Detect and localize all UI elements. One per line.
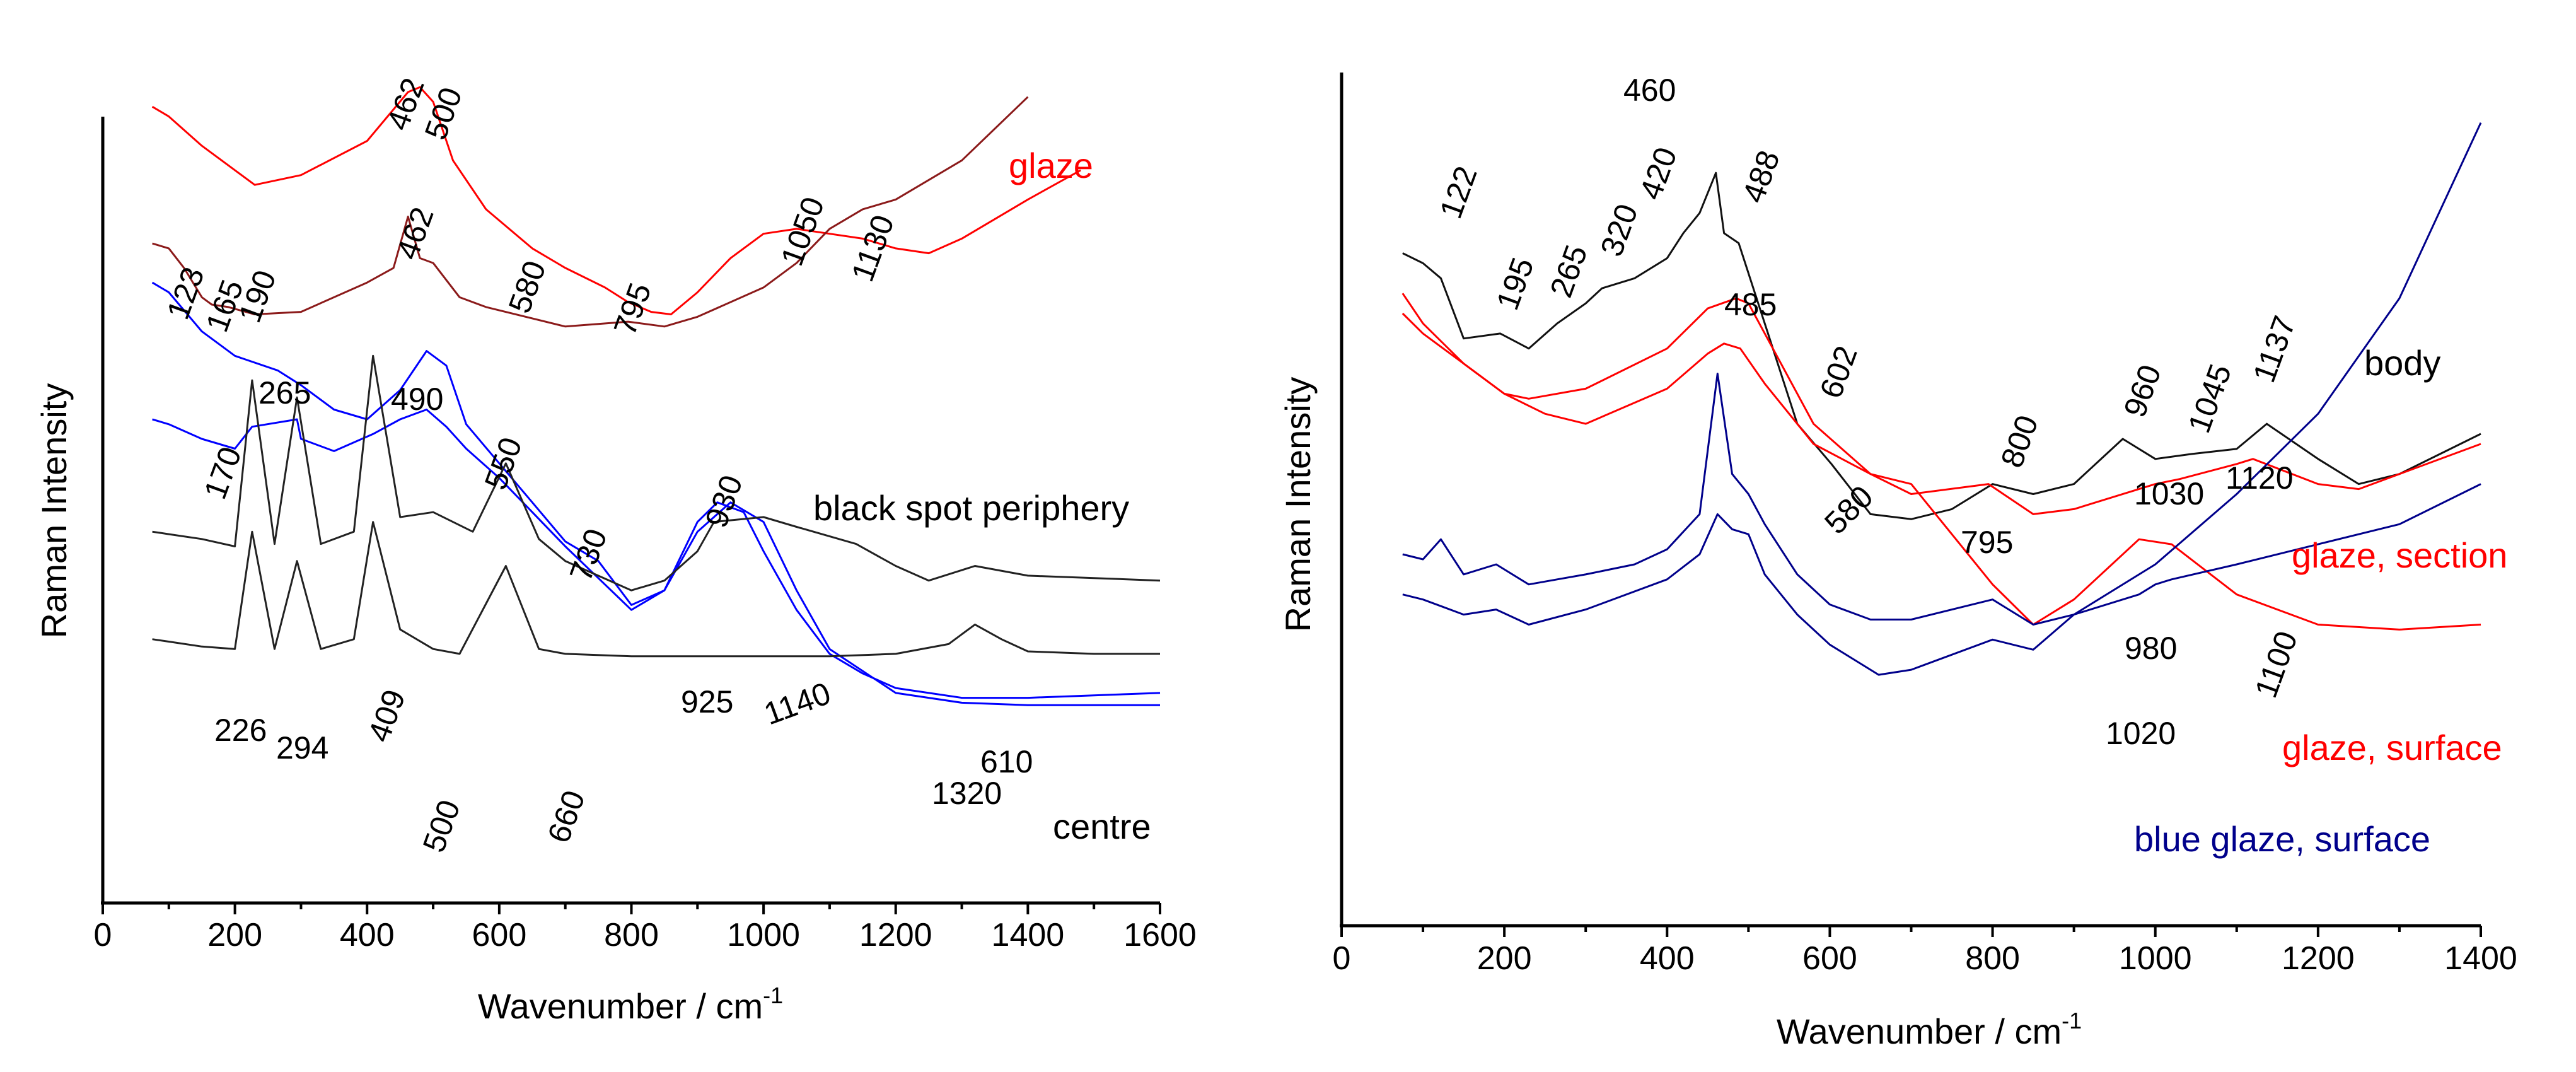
x-tick-label: 0 [1333,940,1351,977]
right-spectra-panel: 0 200 400 600 800 1000 1200 1400 Raman Intensit… [1278,73,2517,1051]
peak-label: 800 [1994,411,2045,472]
left-spectra-panel: 0 200 400 600 800 1000 1200 1400 1600 Raman Inte… [34,73,1197,1026]
series-label-centre: centre [1053,807,1151,846]
peak-label: 420 [1633,143,1684,204]
series-label-blue-glaze-surface: blue glaze, surface [2134,819,2430,859]
peak-label: 610 [980,744,1033,779]
peak-label: 462 [390,202,441,264]
spectrum-line-body [1402,172,2481,520]
x-tick-label: 800 [604,917,659,953]
x-tick-label: 1400 [2444,940,2517,977]
x-tick-label: 400 [340,917,395,953]
series-label-glaze: glaze [1009,146,1093,185]
spectrum-line-glaze-surface [1401,312,2481,631]
peak-label: 1140 [760,675,835,731]
peak-label: 490 [391,382,443,417]
peak-label: 500 [416,795,467,857]
spectrum-line-blue-glaze-surface [1402,373,2481,626]
spectrum-line-black-spot-periphery-lower- [152,409,1160,706]
peak-label: 265 [1543,240,1594,302]
peak-label: 925 [681,684,733,720]
peak-label: 409 [361,685,412,747]
x-tick-label: 600 [1802,940,1857,977]
x-tick-label: 600 [472,917,526,953]
spectrum-line-centre-upper- [152,354,1161,591]
peak-label: 485 [1724,287,1777,322]
x-tick-label: 200 [207,917,262,953]
x-tick-label: 400 [1640,940,1695,977]
peak-label: 660 [541,786,592,848]
peak-label: 930 [699,470,750,532]
peak-label: 1137 [2246,312,2302,387]
peak-label: 265 [258,375,311,411]
peak-label: 580 [502,256,553,318]
peak-label: 580 [1818,479,1880,541]
spectrum-line-glaze-section [1401,293,2481,515]
peak-label: 1045 [2181,359,2239,438]
peak-label: 294 [276,730,328,766]
series-label-black-spot-periphery: black spot periphery [813,488,1129,528]
peak-label: 1100 [2248,627,2304,702]
peak-label: 1030 [2134,476,2204,511]
left-y-axis-title: Raman Intensity [34,383,74,639]
x-tick-label: 200 [1477,940,1532,977]
spectrum-line-glaze [151,86,1081,315]
peak-label: 550 [478,433,529,494]
right-spectra-traces [1401,122,2482,676]
peak-label: 795 [1961,525,2013,560]
x-tick-label: 1400 [992,917,1065,953]
peak-label: 795 [607,278,658,340]
peak-label: 320 [1594,199,1645,261]
x-tick-label: 1600 [1123,917,1197,953]
series-label-glaze-surface: glaze, surface [2282,728,2502,767]
peak-label: 602 [1813,341,1864,403]
x-tick-label: 1000 [727,917,800,953]
peak-label: 460 [1623,73,1676,108]
series-label-glaze-section: glaze, section [2292,535,2507,575]
x-tick-label: 0 [94,917,112,953]
peak-label: 488 [1736,146,1787,207]
left-x-axis-title: Wavenumber / cm-1 [478,982,783,1026]
x-tick-label: 1200 [2282,940,2355,977]
x-tick-label: 1200 [859,917,932,953]
peak-label: 1120 [2225,460,2294,496]
peak-label: 1020 [2106,716,2176,751]
series-label-body: body [2364,343,2440,383]
spectrum-line-blue-glaze-lower- [1402,122,2482,676]
right-y-axis-title: Raman Intensity [1278,377,1318,632]
x-tick-label: 800 [1965,940,2020,977]
spectrum-line-black-spot-periphery [151,281,1161,699]
peak-label: 1320 [932,776,1002,811]
peak-label: 960 [2117,360,2168,422]
x-tick-label: 1000 [2119,940,2192,977]
right-x-axis-title: Wavenumber / cm-1 [1777,1008,2082,1051]
peak-label: 730 [563,524,614,586]
peak-label: 195 [1490,253,1541,315]
left-x-ticks: 0 200 400 600 800 1000 1200 1400 1600 [94,903,1197,953]
spectrum-line-centre [152,521,1160,658]
right-x-ticks: 0 200 400 600 800 1000 1200 1400 [1333,926,2517,977]
peak-label: 980 [2125,631,2177,666]
left-spectra-traces [151,86,1161,706]
spectrum-line-glaze-lower- [152,96,1029,328]
peak-label: 190 [232,265,283,327]
peak-label: 122 [1433,161,1484,223]
peak-label: 226 [214,713,267,748]
